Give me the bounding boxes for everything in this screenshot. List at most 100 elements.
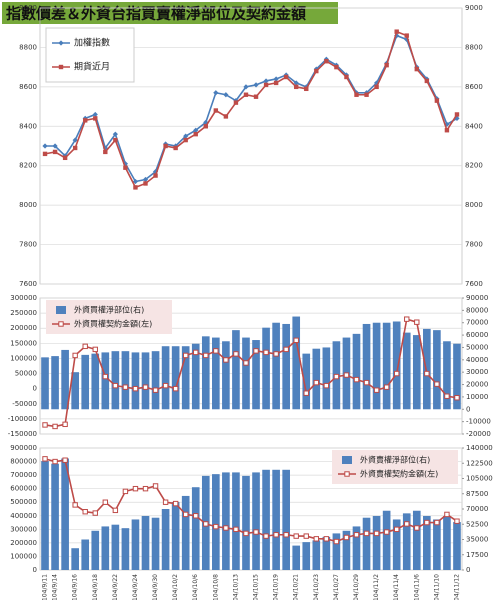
marker bbox=[223, 357, 229, 363]
marker bbox=[142, 176, 149, 183]
y-tick-label: 500000 bbox=[10, 498, 37, 506]
y-tick-label-right: 8800 bbox=[465, 43, 483, 51]
bar bbox=[81, 539, 90, 570]
chart-title: 指數價差＆外資台指買賣權淨部位及契約金額 bbox=[6, 5, 306, 23]
marker bbox=[72, 145, 78, 151]
marker bbox=[263, 82, 269, 88]
x-tick-label: 104/10/29 bbox=[353, 574, 360, 600]
y-tick-label: -50000 bbox=[12, 400, 37, 408]
y-tick-label: 100000 bbox=[10, 354, 37, 362]
marker bbox=[374, 84, 379, 90]
marker bbox=[112, 382, 119, 389]
marker bbox=[173, 145, 178, 151]
bar bbox=[111, 524, 120, 570]
marker bbox=[152, 483, 159, 489]
legend-label: 外資買權淨部位(右) bbox=[74, 305, 144, 315]
bar bbox=[352, 333, 361, 410]
marker bbox=[424, 78, 430, 84]
legend-swatch bbox=[342, 456, 352, 464]
x-tick-label: 104/9/30 bbox=[152, 574, 159, 600]
marker bbox=[424, 370, 430, 377]
bar bbox=[51, 356, 59, 410]
marker bbox=[373, 387, 380, 393]
marker bbox=[112, 131, 118, 137]
marker bbox=[293, 80, 299, 86]
marker bbox=[213, 523, 219, 530]
y-tick-label: 400000 bbox=[10, 512, 37, 520]
x-tick-label: 104/10/2 bbox=[172, 574, 179, 600]
bar bbox=[161, 346, 170, 410]
marker bbox=[323, 536, 330, 542]
legend-label: 加權指數 bbox=[74, 37, 110, 49]
marker bbox=[414, 66, 419, 72]
y-tick-label: 700000 bbox=[10, 471, 37, 479]
marker bbox=[434, 381, 440, 387]
marker bbox=[123, 165, 128, 170]
bar bbox=[282, 469, 290, 570]
y-tick-label: 7600 bbox=[19, 280, 37, 288]
legend-marker bbox=[58, 321, 64, 327]
marker bbox=[233, 351, 239, 357]
y-tick-label-right: 9000 bbox=[465, 4, 483, 12]
x-tick-label: 104/11/10 bbox=[433, 574, 440, 600]
bar bbox=[352, 526, 361, 570]
bar bbox=[433, 330, 441, 410]
legend-label: 期貨近月 bbox=[74, 61, 110, 73]
marker bbox=[273, 76, 279, 82]
marker bbox=[283, 532, 289, 538]
marker bbox=[393, 526, 400, 533]
title-background bbox=[2, 2, 338, 24]
bar bbox=[212, 474, 220, 570]
y2-tick-label: 70000 bbox=[466, 505, 488, 513]
bar bbox=[302, 353, 311, 410]
marker bbox=[52, 458, 58, 465]
marker bbox=[122, 384, 129, 390]
marker bbox=[203, 124, 208, 129]
marker bbox=[424, 519, 430, 526]
marker bbox=[233, 526, 239, 533]
bar bbox=[252, 340, 260, 410]
marker bbox=[142, 485, 149, 492]
bar bbox=[332, 533, 341, 570]
bar bbox=[342, 530, 351, 570]
bar bbox=[131, 519, 140, 570]
bar bbox=[372, 322, 381, 410]
bar bbox=[101, 526, 110, 570]
y2-tick-label: 122500 bbox=[466, 459, 493, 467]
bar bbox=[232, 472, 240, 570]
marker bbox=[162, 382, 169, 389]
y-tick-label: 600000 bbox=[10, 485, 37, 493]
marker bbox=[404, 521, 410, 527]
marker bbox=[133, 185, 138, 190]
marker bbox=[263, 78, 269, 84]
marker bbox=[213, 348, 219, 354]
x-tick-label: 104/11/6 bbox=[413, 574, 420, 600]
marker bbox=[434, 519, 440, 526]
marker bbox=[454, 395, 460, 401]
bar bbox=[181, 495, 190, 570]
marker bbox=[52, 149, 58, 155]
marker bbox=[364, 92, 369, 97]
marker bbox=[203, 352, 209, 359]
marker bbox=[444, 121, 450, 127]
marker bbox=[303, 533, 309, 539]
marker bbox=[373, 530, 380, 537]
marker bbox=[343, 534, 350, 541]
y2-tick-label: 0 bbox=[466, 405, 470, 413]
y2-tick-label: 52500 bbox=[466, 520, 488, 528]
bar bbox=[141, 515, 150, 570]
x-tick-label: 104/10/27 bbox=[333, 574, 340, 600]
marker bbox=[203, 521, 209, 527]
bar bbox=[252, 472, 260, 570]
marker bbox=[323, 382, 330, 389]
y2-tick-label: 40000 bbox=[466, 356, 488, 364]
marker bbox=[273, 532, 279, 538]
marker bbox=[122, 488, 129, 495]
marker bbox=[183, 137, 188, 143]
x-tick-label: 104/9/11 bbox=[42, 574, 49, 600]
x-tick-label: 104/10/6 bbox=[192, 574, 199, 600]
bar bbox=[292, 316, 301, 410]
marker bbox=[253, 348, 259, 354]
marker bbox=[153, 173, 158, 178]
